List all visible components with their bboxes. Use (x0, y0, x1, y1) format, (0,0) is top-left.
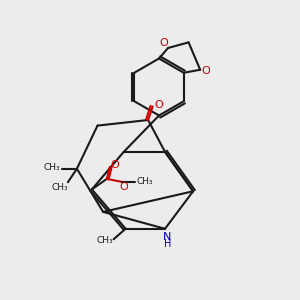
Text: CH₃: CH₃ (51, 183, 68, 192)
Text: CH₃: CH₃ (136, 177, 153, 186)
Text: N: N (163, 232, 172, 242)
Text: O: O (201, 66, 210, 76)
Text: H: H (164, 239, 171, 249)
Text: CH₃: CH₃ (97, 236, 113, 245)
Text: CH₃: CH₃ (44, 163, 61, 172)
Text: O: O (154, 100, 163, 110)
Text: O: O (110, 160, 119, 170)
Text: O: O (119, 182, 128, 192)
Text: O: O (159, 38, 168, 48)
